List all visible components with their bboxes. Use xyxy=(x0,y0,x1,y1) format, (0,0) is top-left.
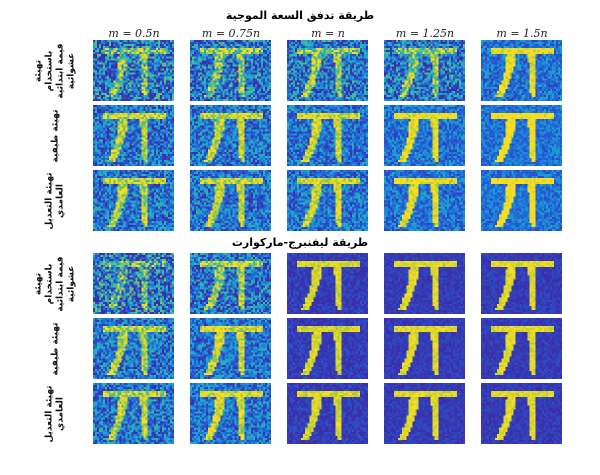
reconstruction-image xyxy=(287,253,368,314)
reconstruction-image xyxy=(190,253,271,314)
column-header: m = 1.25n xyxy=(395,27,455,40)
reconstruction-image xyxy=(287,105,368,166)
row-label-spectral-init: تهيئة طيفية xyxy=(50,109,60,163)
reconstruction-image xyxy=(93,170,174,231)
reconstruction-image xyxy=(287,40,368,101)
column-header: m = n xyxy=(311,27,345,40)
reconstruction-image xyxy=(384,253,465,314)
reconstruction-image xyxy=(190,383,271,444)
section-title-wirtinger-flow: طريقة تدفق السعة الموجية xyxy=(225,9,375,22)
reconstruction-image xyxy=(93,318,174,379)
reconstruction-image xyxy=(190,170,271,231)
column-header: m = 0.75n xyxy=(201,27,261,40)
reconstruction-image xyxy=(93,40,174,101)
reconstruction-image xyxy=(481,105,562,166)
reconstruction-image xyxy=(481,253,562,314)
row-label-spectral-init: تهيئة طيفية xyxy=(50,322,60,376)
column-header: m = 0.5n xyxy=(108,27,160,40)
section-title-levenberg-marquardt: طريقة ليفنبرج-ماركوارت xyxy=(231,236,369,249)
reconstruction-image xyxy=(481,40,562,101)
reconstruction-image xyxy=(287,383,368,444)
reconstruction-image xyxy=(93,253,174,314)
reconstruction-image xyxy=(190,40,271,101)
reconstruction-image xyxy=(190,318,271,379)
reconstruction-image xyxy=(190,105,271,166)
reconstruction-image xyxy=(384,170,465,231)
reconstruction-image xyxy=(384,383,465,444)
reconstruction-image xyxy=(287,170,368,231)
row-label-random-init: تهيئة باستخدام قيمة ابتدائية عشوائية xyxy=(33,43,77,99)
reconstruction-image xyxy=(287,318,368,379)
reconstruction-image xyxy=(384,318,465,379)
reconstruction-image xyxy=(481,383,562,444)
reconstruction-image xyxy=(384,40,465,101)
row-label-orthogonal-init: تهيئة التعديل العامدي xyxy=(44,385,66,443)
reconstruction-image xyxy=(384,105,465,166)
reconstruction-image xyxy=(481,170,562,231)
column-header: m = 1.5n xyxy=(496,27,548,40)
row-label-random-init: تهيئة باستخدام قيمة ابتدائية عشوائية xyxy=(33,256,77,312)
reconstruction-image xyxy=(481,318,562,379)
reconstruction-image xyxy=(93,383,174,444)
reconstruction-image xyxy=(93,105,174,166)
row-label-orthogonal-init: تهيئة التعديل العامدي xyxy=(44,172,66,230)
